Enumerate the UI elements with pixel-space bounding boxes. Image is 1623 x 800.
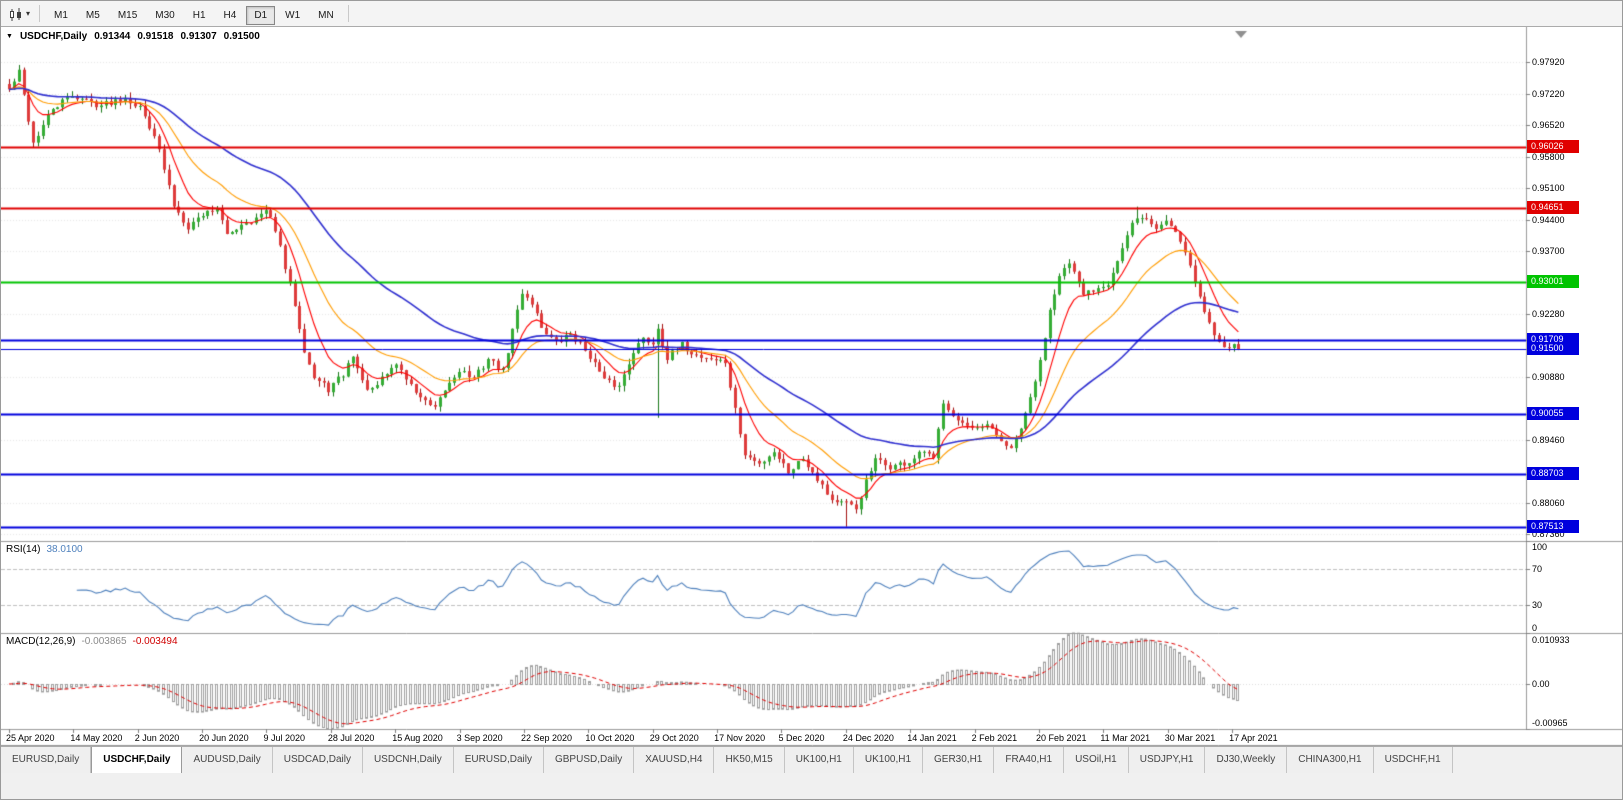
ohlc-low-value: 0.91307	[180, 31, 217, 42]
toolbar-separator	[39, 5, 41, 22]
chart-symbol-period: USDCHF,Daily	[19, 31, 88, 42]
symbol-tab-uk100-h1[interactable]: UK100,H1	[853, 747, 924, 773]
macd-name: MACD(12,26,9)	[6, 636, 76, 647]
timeframe-button-h4[interactable]: H4	[223, 9, 237, 21]
symbol-tab-uk100-h1[interactable]: UK100,H1	[784, 747, 854, 773]
price-chart-canvas[interactable]	[1, 27, 1622, 746]
ohlc-high-value: 0.91518	[137, 31, 174, 42]
timeframe-button-m15[interactable]: M15	[117, 9, 138, 21]
timeframe-button-d1[interactable]: D1	[246, 5, 276, 25]
symbol-tab-usdcnh-daily[interactable]: USDCNH,Daily	[362, 747, 454, 773]
macd-main-value: -0.003865	[81, 636, 127, 647]
timeframe-button-m30[interactable]: M30	[155, 9, 175, 21]
timeframe-button-group: M1 M5 M15 M30 H1 H4 D1 W1 MN	[45, 5, 343, 25]
chart-type-dropdown-caret-icon[interactable]: ▾	[26, 9, 31, 18]
ohlc-close-value: 0.91500	[223, 31, 260, 42]
timeframe-button-m5[interactable]: M5	[85, 9, 100, 21]
symbol-tab-usdchf-daily[interactable]: USDCHF,Daily	[91, 747, 183, 773]
symbol-tab-eurusd-daily[interactable]: EURUSD,Daily	[1, 747, 92, 773]
macd-indicator-label: MACD(12,26,9) -0.003865 -0.003494	[6, 636, 178, 647]
symbol-tab-gbpusd-daily[interactable]: GBPUSD,Daily	[543, 747, 635, 773]
rsi-indicator-label: RSI(14) 38.0100	[6, 544, 83, 555]
timeframe-button-w1[interactable]: W1	[285, 9, 301, 21]
ohlc-open-value: 0.91344	[94, 31, 131, 42]
timeframe-button-m1[interactable]: M1	[54, 9, 68, 21]
symbol-tab-hk50-m15[interactable]: HK50,M15	[714, 747, 785, 773]
symbol-tab-fra40-h1[interactable]: FRA40,H1	[994, 747, 1065, 773]
rsi-name: RSI(14)	[6, 544, 41, 555]
timeframe-button-h1[interactable]: H1	[192, 9, 206, 21]
symbol-tab-audusd-daily[interactable]: AUDUSD,Daily	[182, 747, 273, 773]
symbol-tab-usdjpy-h1[interactable]: USDJPY,H1	[1128, 747, 1206, 773]
chart-toolbar: ▾ M1 M5 M15 M30 H1 H4 D1 W1 MN	[1, 1, 1622, 27]
macd-signal-value: -0.003494	[132, 636, 178, 647]
symbol-tab-dj30-weekly[interactable]: DJ30,Weekly	[1205, 747, 1288, 773]
symbol-tab-bar: EURUSD,Daily USDCHF,Daily AUDUSD,Daily USDC…	[1, 746, 1622, 773]
toolbar-separator	[347, 5, 349, 22]
timeframe-button-mn[interactable]: MN	[318, 9, 334, 21]
symbol-tab-eurusd-daily[interactable]: EURUSD,Daily	[453, 747, 544, 773]
chart-ohlc-header: ▼ USDCHF,Daily 0.91344 0.91518 0.91307 0…	[6, 31, 260, 42]
symbol-tab-usoil-h1[interactable]: USOil,H1	[1064, 747, 1129, 773]
chart-dropdown-icon[interactable]: ▼	[6, 33, 13, 40]
symbol-tab-usdchf-h1[interactable]: USDCHF,H1	[1373, 747, 1453, 773]
bottom-strip	[1, 773, 1622, 799]
chart-region: 0.97920 0.97220 0.96520 0.95800 0.95100 0.944…	[1, 27, 1622, 746]
rsi-current-value: 38.0100	[46, 544, 83, 555]
symbol-tab-xauusd-h4[interactable]: XAUUSD,H4	[634, 747, 715, 773]
symbol-tab-china300-h1[interactable]: CHINA300,H1	[1287, 747, 1374, 773]
symbol-tab-usdcad-daily[interactable]: USDCAD,Daily	[272, 747, 363, 773]
candlestick-chart-type-icon[interactable]	[5, 6, 25, 22]
symbol-tab-ger30-h1[interactable]: GER30,H1	[923, 747, 995, 773]
